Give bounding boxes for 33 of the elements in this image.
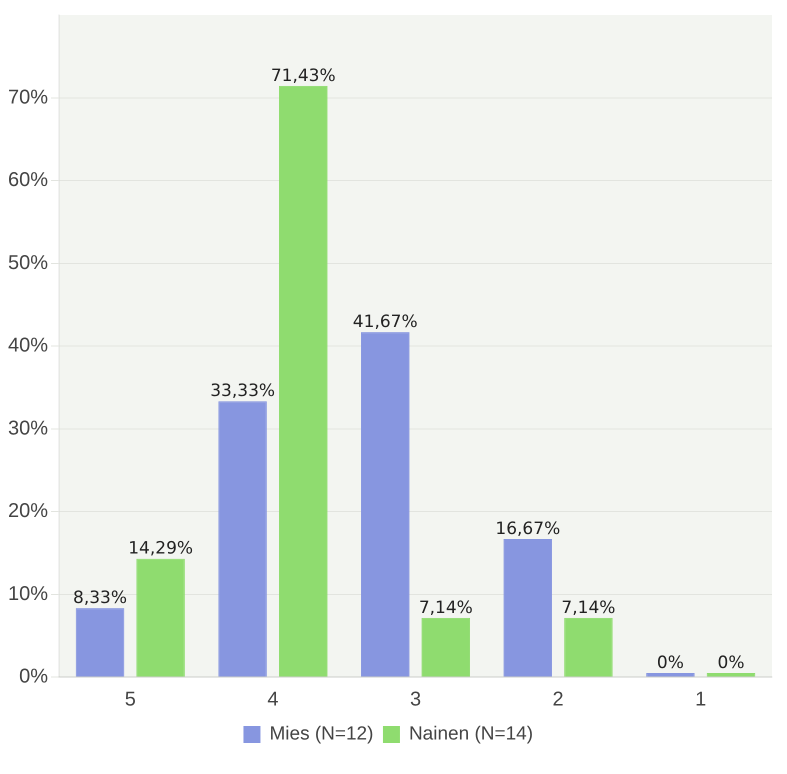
x-tick-label: 1 <box>695 688 706 711</box>
y-tick-label: 10% <box>8 582 48 605</box>
x-tick-label: 4 <box>267 688 278 711</box>
bar <box>564 618 613 676</box>
y-tick-label: 0% <box>19 666 48 688</box>
data-label: 71,43% <box>270 66 336 86</box>
data-label: 41,67% <box>352 312 418 332</box>
y-tick-label: 30% <box>8 417 48 440</box>
y-tick-label: 20% <box>8 500 48 522</box>
bar <box>360 332 410 676</box>
data-label: 0% <box>718 652 744 673</box>
data-label: 14,29% <box>128 538 194 559</box>
y-tick-label: 40% <box>8 334 48 357</box>
bar <box>504 539 552 676</box>
bar <box>218 401 267 676</box>
data-label: 8,33% <box>73 588 128 608</box>
x-tick-label: 2 <box>552 688 564 711</box>
data-label: 7,14% <box>561 598 616 618</box>
bar <box>278 86 328 676</box>
y-tick-label: 70% <box>8 86 48 108</box>
data-label: 33,33% <box>210 381 276 402</box>
data-label: 16,67% <box>495 518 560 539</box>
bar <box>422 618 470 676</box>
data-label: 7,14% <box>418 598 473 618</box>
bar <box>136 558 185 676</box>
x-tick-label: 3 <box>410 688 422 711</box>
y-tick-label: 60% <box>8 169 48 192</box>
x-tick-label: 5 <box>124 688 136 711</box>
data-label: 0% <box>656 652 684 673</box>
legend-label: Mies (N=12) <box>269 724 374 745</box>
bar <box>76 608 124 676</box>
legend-label: Nainen (N=14) <box>408 724 534 745</box>
y-tick-label: 50% <box>8 252 48 274</box>
